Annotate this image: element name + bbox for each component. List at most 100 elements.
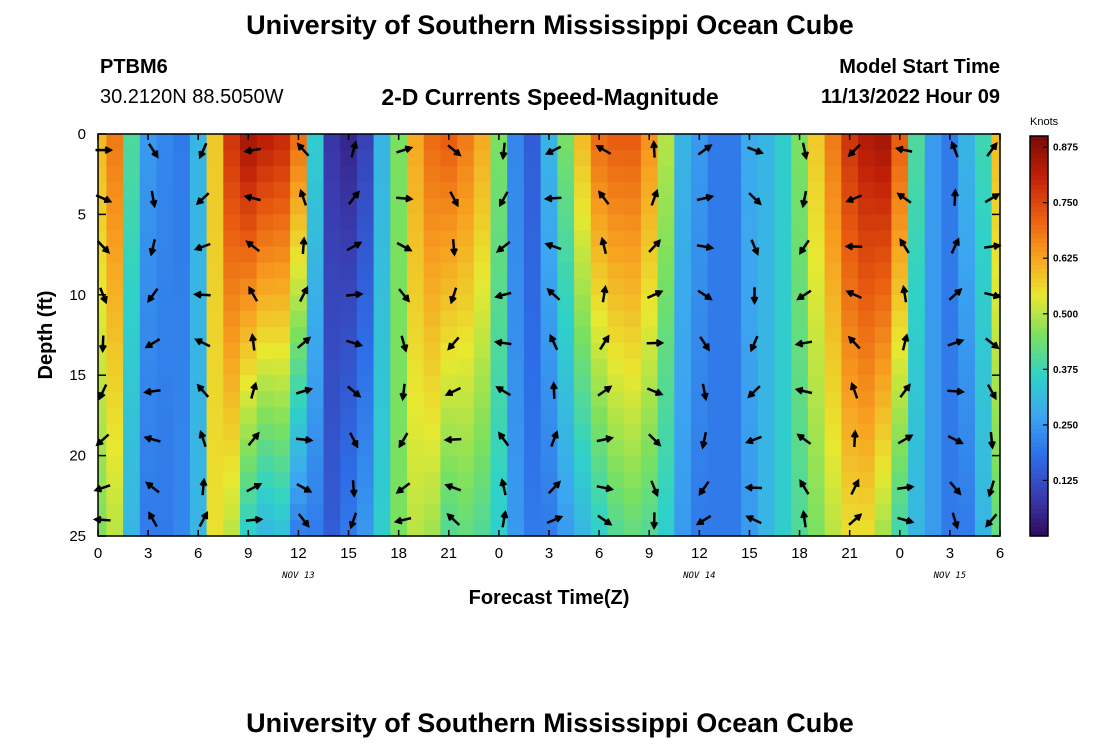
heatmap-cell	[490, 455, 508, 473]
colorbar-segment	[1030, 460, 1048, 466]
heatmap-cell	[908, 343, 926, 360]
colorbar-segment	[1030, 371, 1048, 377]
heatmap-cell	[707, 246, 725, 264]
heatmap-cell	[557, 519, 575, 537]
heatmap-cell	[423, 198, 441, 215]
heatmap-cell	[306, 343, 325, 360]
heatmap-cell	[991, 230, 1001, 248]
heatmap-cell	[256, 262, 274, 280]
heatmap-cell	[390, 471, 408, 489]
heatmap-cell	[674, 471, 692, 489]
heatmap-cell	[724, 327, 742, 344]
heatmap-cell	[574, 503, 592, 521]
heatmap-cell	[98, 166, 107, 183]
heatmap-cell	[824, 278, 842, 296]
heatmap-cell	[423, 327, 441, 344]
current-vector-arrow	[198, 511, 209, 528]
heatmap-cell	[490, 166, 508, 183]
heatmap-cell	[473, 246, 492, 264]
heatmap-cell	[523, 375, 542, 392]
heatmap-cell	[707, 262, 725, 280]
heatmap-cell	[139, 439, 158, 457]
heatmap-cell	[691, 310, 709, 328]
current-vector-arrow	[900, 284, 909, 303]
heatmap-cell	[523, 391, 542, 408]
heatmap-cell	[624, 198, 642, 215]
heatmap-cell	[874, 423, 892, 441]
heatmap-cell	[490, 439, 508, 457]
heatmap-cell	[757, 423, 776, 441]
heatmap-cell	[373, 214, 391, 232]
heatmap-cell	[98, 407, 107, 425]
heatmap-cell	[891, 455, 909, 473]
heatmap-cell	[674, 294, 692, 312]
heatmap-cell	[941, 503, 959, 521]
heatmap-cell	[824, 423, 842, 441]
heatmap-cell	[540, 182, 558, 199]
heatmap-cell	[440, 150, 458, 167]
heatmap-cell	[891, 214, 909, 232]
heatmap-cell	[741, 503, 759, 521]
heatmap-cell	[574, 246, 592, 264]
x-date-label: NOV 13	[281, 571, 315, 581]
heatmap-cell	[874, 519, 892, 537]
heatmap-cell	[156, 503, 174, 521]
heatmap-cell	[841, 503, 859, 521]
colorbar-segment	[1030, 389, 1048, 395]
heatmap-cell	[323, 198, 341, 215]
heatmap-cell	[373, 487, 391, 505]
colorbar-segment	[1030, 344, 1048, 350]
current-vector-arrow	[147, 287, 159, 304]
heatmap-cell	[373, 246, 391, 264]
heatmap-cell	[473, 327, 492, 344]
heatmap-cell	[807, 359, 826, 376]
heatmap-cell	[724, 423, 742, 441]
heatmap-cell	[908, 310, 926, 328]
heatmap-cell	[874, 407, 892, 425]
heatmap-cell	[958, 359, 976, 376]
colorbar-segment	[1030, 469, 1048, 475]
colorbar-segment	[1030, 300, 1048, 306]
heatmap-cell	[139, 214, 158, 232]
heatmap-cell	[256, 214, 274, 232]
current-vector-arrow	[847, 335, 861, 350]
heatmap-cell	[507, 230, 525, 248]
current-vector-arrow	[393, 516, 412, 525]
heatmap-cell	[457, 262, 475, 280]
heatmap-cell	[674, 359, 692, 376]
heatmap-cell	[858, 439, 876, 457]
model-start-time: 11/13/2022 Hour 09	[820, 86, 1000, 108]
heatmap-cell	[774, 278, 792, 296]
heatmap-cell	[757, 246, 776, 264]
colorbar-segment	[1030, 309, 1048, 315]
heatmap-cell	[323, 503, 341, 521]
heatmap-cell	[306, 246, 325, 264]
heatmap-cell	[390, 327, 408, 344]
heatmap-cell	[173, 278, 191, 296]
heatmap-cell	[457, 407, 475, 425]
heatmap-cell	[290, 310, 308, 328]
heatmap-cell	[640, 391, 659, 408]
heatmap-cell	[457, 198, 475, 215]
heatmap-cell	[640, 375, 659, 392]
heatmap-cell	[507, 166, 525, 183]
heatmap-cell	[390, 503, 408, 521]
heatmap-cell	[123, 294, 141, 312]
colorbar-segment	[1030, 504, 1048, 510]
heatmap-cell	[507, 503, 525, 521]
heatmap-cell	[206, 423, 224, 441]
heatmap-cell	[891, 407, 909, 425]
heatmap-cell	[457, 471, 475, 489]
heatmap-cell	[874, 455, 892, 473]
current-vector-arrow	[984, 291, 1002, 300]
heatmap-cell	[974, 407, 993, 425]
heatmap-cell	[340, 150, 358, 167]
heatmap-cell	[457, 150, 475, 167]
heatmap-cell	[340, 407, 358, 425]
colorbar-segment	[1030, 349, 1048, 355]
heatmap-cell	[841, 487, 859, 505]
heatmap-cell	[407, 439, 425, 457]
heatmap-cell	[640, 327, 659, 344]
heatmap-cell	[123, 375, 141, 392]
